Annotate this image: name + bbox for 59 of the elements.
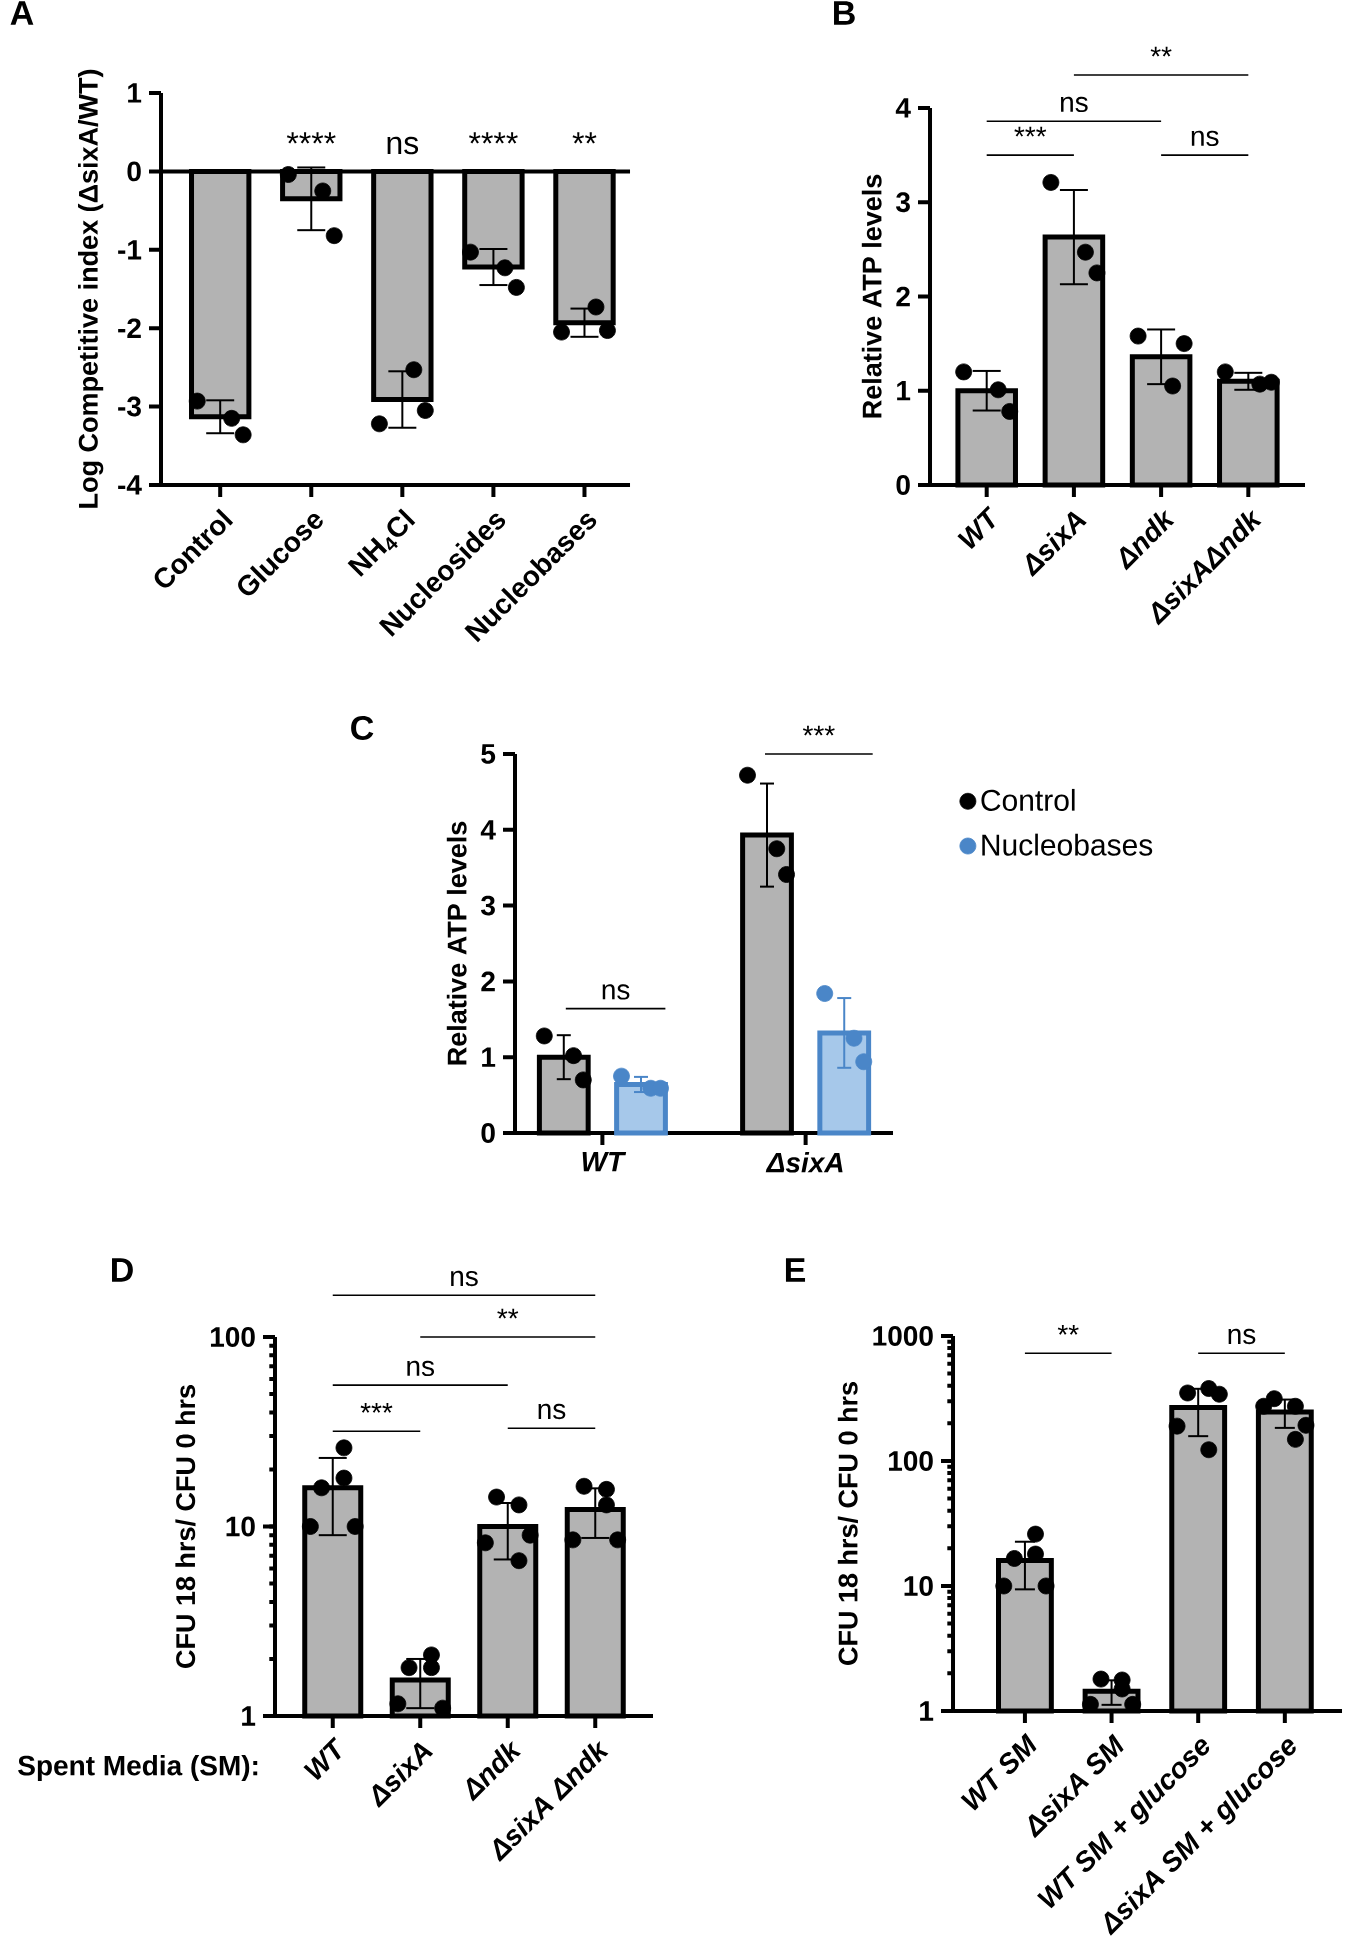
y-tick-label: 3 [896, 192, 910, 213]
chart-title: E [785, 1258, 806, 1282]
y-tick-label: 1 [482, 1047, 496, 1067]
y-tick-label: 1 [920, 1701, 934, 1721]
x-tick-label: WT SM [960, 1732, 1037, 1811]
y-tick-label: 10 [226, 1516, 255, 1537]
annotation: *** [1014, 126, 1047, 137]
annotation: ns [1228, 1328, 1256, 1345]
annotation: ** [572, 132, 597, 144]
x-tick-label: WT [303, 1736, 341, 1781]
annotation: **** [469, 132, 518, 144]
y-tick-label: 4 [895, 98, 911, 118]
y-tick-label: -1 [118, 240, 142, 260]
y-tick-label: 0 [481, 1123, 495, 1143]
chart-title: A [10, 1, 34, 25]
annotation: **** [286, 132, 336, 144]
y-axis-title: CFU 18 hrs/ CFU 0 hrs [175, 1385, 196, 1668]
legend-label: Nucleobases [982, 833, 1153, 856]
annotation: ns [387, 136, 419, 155]
y-tick-label: 3 [480, 895, 495, 916]
x-tick-label: WT [582, 1152, 627, 1172]
chart-title: B [834, 1, 855, 25]
annotation: ns [602, 984, 630, 1000]
y-tick-label: 100 [210, 1327, 255, 1347]
legend-label: Control [981, 788, 1075, 811]
chart-title: C [351, 715, 374, 741]
y-tick-label: 1 [242, 1706, 256, 1726]
annotation: *** [360, 1402, 393, 1413]
y-tick-label: -4 [118, 475, 142, 495]
y-tick-label: 1 [897, 381, 911, 401]
text: ** [1150, 46, 1172, 57]
y-tick-label: 4 [480, 820, 496, 840]
y-tick-label: 2 [481, 971, 495, 992]
x-tick-label: WT [957, 505, 995, 550]
y-axis-title: Relative ATP levels [446, 821, 467, 1065]
y-axis-title: Relative ATP levels [861, 174, 882, 418]
y-tick-label: -2 [118, 318, 141, 338]
annotation: ns [538, 1403, 566, 1420]
y-tick-label: 1 [128, 83, 142, 103]
y-axis-title: CFU 18 hrs/ CFU 0 hrs [837, 1382, 858, 1665]
annotation: ns [1191, 130, 1219, 147]
text: *** [802, 725, 835, 736]
y-tick-label: 0 [127, 161, 141, 182]
text: ** [497, 1308, 519, 1319]
y-tick-label: 5 [481, 744, 496, 764]
chart-title: D [112, 1258, 133, 1282]
text: ns [451, 1270, 478, 1287]
x-axis-title: Spent Media (SM): [18, 1754, 258, 1782]
text: ** [1057, 1324, 1079, 1335]
y-tick-label: 100 [888, 1451, 933, 1471]
annotation: ns [407, 1360, 435, 1377]
y-tick-label: 0 [896, 475, 910, 495]
x-tick-label: ΔsixA [765, 1152, 843, 1173]
y-tick-label: 10 [904, 1576, 933, 1596]
y-tick-label: 1000 [873, 1326, 933, 1346]
y-tick-label: -3 [118, 396, 141, 417]
annotation: ns [1060, 96, 1088, 113]
y-axis-title: Log Competitive index (ΔsixA/WT) [78, 69, 104, 508]
y-tick-label: 2 [896, 286, 910, 307]
